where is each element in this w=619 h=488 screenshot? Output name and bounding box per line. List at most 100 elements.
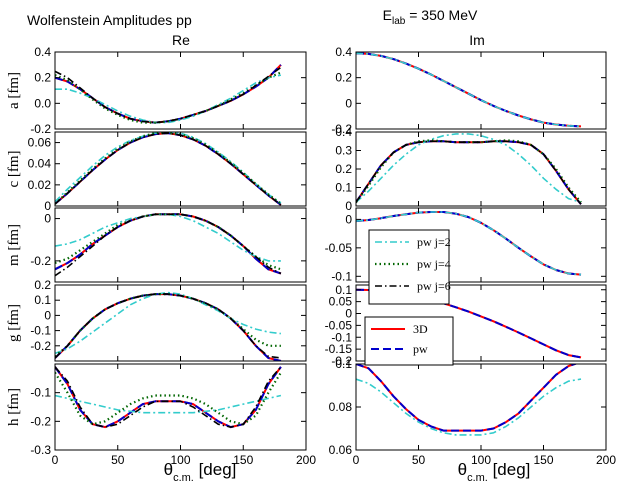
ytick-label-m-im: -0.05 [325,241,353,255]
series-pw_j2-c-re [55,132,282,204]
xtick-label-h-im: 150 [533,453,553,467]
x-axis-label-right-main: θ [458,460,467,479]
legend-3d-pw-box [364,316,454,366]
ytick-label-g-re: -0.1 [30,324,51,338]
frame-h-im [355,363,607,451]
x-axis-label-left-main: θ [164,460,173,479]
xtick-label-h-re: 100 [170,453,190,467]
ytick-label-g-re: 0.2 [34,278,51,292]
series-pw_j6-h-re [55,366,282,428]
ytick-label-h-re: -0.2 [30,414,51,428]
ytick-label-c-re: 0 [44,199,51,213]
ytick-label-g-im: -0.2 [331,354,352,368]
series-pw-c-im [356,140,582,205]
energy-label: Elab = 350 MeV [383,7,478,27]
ytick-label-g-im: 0 [345,307,352,321]
legend-3d-pw: 3D pw [364,316,454,366]
column-label-re: Re [172,32,190,48]
ytick-label-h-im: 0.06 [329,443,353,457]
series-pw_j2-c-im [356,133,582,204]
legend-pw-truncations: pw j=2 pw j=4 pw j=6 [368,229,451,305]
energy-label-prefix: E [383,7,392,23]
series-3D-c-im [356,140,582,205]
series-pw_j2-a-re [55,74,282,124]
x-axis-label-right-units: [deg] [488,460,531,479]
ytick-label-a-re: -0.2 [30,122,51,136]
panel-a-im: -0.2 0 0.2 0.4 [331,45,607,136]
series-pw-g-re [55,293,282,361]
energy-label-suffix: = 350 MeV [405,7,478,23]
ytick-label-c-im: 0.4 [335,125,352,139]
panel-c-re: 0 0.02 0.04 0.06 c [fm] [6,131,307,213]
ytick-label-g-im: -0.05 [325,318,353,332]
ytick-label-g-re: 0.1 [34,293,51,307]
series-pw-m-re [55,213,282,275]
series-pw_j4-a-re [55,71,282,124]
x-axis-label-left: θc.m. [deg] [164,460,237,484]
ylabel-a-re: a [fm] [6,72,22,109]
xtick-label-h-re: 200 [296,453,316,467]
x-axis-label-left-units: [deg] [194,460,237,479]
ytick-label-h-re: -0.3 [30,443,51,457]
series-pw_j2-a-im [356,52,582,128]
legend-label-pw_j6: pw j=6 [417,279,451,293]
ylabel-c-re: c [fm] [6,150,22,187]
series-pw_j2-h-re [55,394,282,414]
ytick-label-a-im: 0 [345,96,352,110]
ytick-label-h-im: 0.1 [335,357,352,371]
series-3D-a-re [55,64,282,124]
legend-label-pw: pw [413,342,428,356]
series-pw_j6-c-re [55,132,282,206]
series-pw_j6-g-re [55,293,282,359]
ytick-label-c-im: 0.3 [335,144,352,158]
legend-label-pw_j2: pw j=2 [417,235,451,249]
legend-label-pw_j4: pw j=4 [417,257,451,271]
energy-label-sub: lab [392,16,406,27]
panel-m-im: -0.1 -0.05 0 [325,207,607,283]
series-pw-a-im [356,52,582,128]
ytick-label-a-im: 0.4 [335,45,352,59]
series-pw-h-im [356,364,578,432]
ytick-label-c-re: 0.04 [28,157,52,171]
ytick-label-g-re: -0.2 [30,339,51,353]
ytick-label-a-re: 0.2 [34,71,51,85]
series-pw_j6-m-re [55,213,282,277]
series-pw_j2-g-re [55,291,281,355]
x-axis-label-right-sub: c.m. [467,472,488,484]
legend-label-3D: 3D [413,322,428,336]
panels: -0.20.00.20.4a [fm]-0.200.20.400.020.040… [6,45,616,467]
series-3D-a-im [356,52,582,128]
xtick-label-h-im: 0 [353,453,360,467]
series-pw_j4-c-im [356,139,582,204]
ytick-label-a-re: 0.4 [34,45,51,59]
ylabel-h-re: h [fm] [6,388,22,426]
ytick-label-c-re: 0.06 [28,136,52,150]
panel-a-re: -0.2 0.0 0.2 0.4 a [fm] [6,45,307,136]
ytick-label-c-im: 0.1 [335,181,352,195]
frame-a-re [54,51,307,130]
ytick-label-g-im: 0.1 [335,283,352,297]
panel-m-re: -0.2 0 m [fm] [6,207,307,283]
ytick-label-c-im: 0.2 [335,162,352,176]
ytick-label-g-im: -0.15 [325,342,353,356]
ytick-label-m-im: -0.1 [331,269,352,283]
panel-g-re: -0.2-0.1 00.10.2 g [fm] [6,278,307,362]
xtick-label-h-im: 50 [412,453,426,467]
series-pw_j2-h-im [356,378,582,436]
x-axis-label-right: θc.m. [deg] [458,460,531,484]
series-pw_j6-a-re [55,66,282,124]
panel-c-im: 0 0.1 0.2 0.3 0.4 [335,125,607,213]
frame-h-re [54,363,307,451]
series-pw-a-re [55,64,282,124]
ytick-label-h-im: 0.08 [329,400,353,414]
frame-a-im [355,51,607,130]
ytick-label-a-re: 0.0 [34,96,51,110]
ytick-label-m-re: -0.2 [30,254,51,268]
xtick-label-h-im: 100 [471,453,491,467]
ytick-label-c-im: 0 [345,199,352,213]
series-3D-h-im [356,364,578,432]
series-3D-g-re [55,293,282,361]
series-pw_j6-c-im [356,140,582,205]
ytick-label-g-im: -0.1 [331,330,352,344]
